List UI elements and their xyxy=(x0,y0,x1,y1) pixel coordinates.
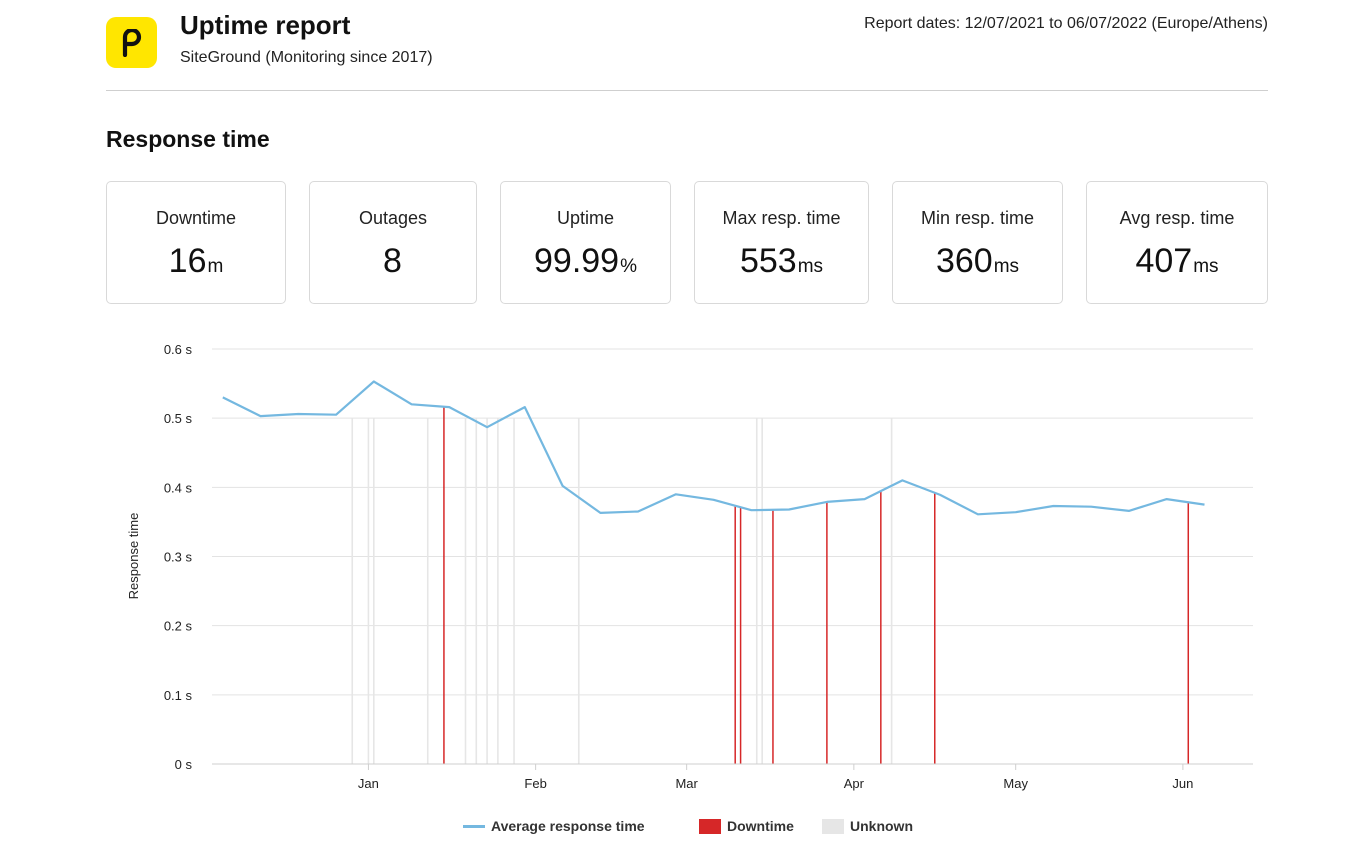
stat-label: Outages xyxy=(358,208,428,228)
y-tick-label: 0.2 s xyxy=(164,619,193,634)
y-tick-label: 0 s xyxy=(175,757,193,772)
x-tick-label: Apr xyxy=(844,776,865,791)
x-tick-label: May xyxy=(1003,776,1028,791)
stat-unit: ms xyxy=(1193,256,1219,277)
stat-label: Downtime xyxy=(155,208,237,228)
legend-label: Unknown xyxy=(850,818,913,834)
header-divider xyxy=(106,90,1268,91)
y-tick-label: 0.1 s xyxy=(164,688,193,703)
stat-number: 99.99 xyxy=(534,242,620,280)
stat-value: 360ms xyxy=(893,242,1062,281)
stat-value: 16m xyxy=(107,242,285,281)
stat-number: 553 xyxy=(739,242,797,280)
stat-card-max-resp: Max resp. time 553ms xyxy=(694,181,869,304)
pingdom-logo xyxy=(106,17,157,68)
stat-card-downtime: Downtime 16m xyxy=(106,181,286,304)
legend-label: Downtime xyxy=(727,818,794,834)
legend-swatch-unknown xyxy=(822,818,844,834)
x-tick-label: Mar xyxy=(675,776,698,791)
stat-card-outages: Outages 8 xyxy=(309,181,477,304)
x-tick-label: Jan xyxy=(358,776,379,791)
stat-value: 8 xyxy=(310,242,476,281)
report-subtitle: SiteGround (Monitoring since 2017) xyxy=(180,49,433,66)
stat-unit: ms xyxy=(797,256,824,277)
legend-item-average[interactable]: Average response time xyxy=(463,818,645,834)
stat-card-min-resp: Min resp. time 360ms xyxy=(892,181,1063,304)
section-title: Response time xyxy=(106,126,270,152)
stat-value: 407ms xyxy=(1087,242,1267,281)
stat-unit: % xyxy=(620,256,637,277)
legend-item-unknown[interactable]: Unknown xyxy=(822,818,913,834)
stat-number: 360 xyxy=(935,242,993,280)
legend-item-downtime[interactable]: Downtime xyxy=(699,818,794,834)
y-tick-label: 0.4 s xyxy=(164,480,193,495)
y-tick-label: 0.6 s xyxy=(164,342,193,357)
stat-label: Uptime xyxy=(556,208,614,228)
report-header: Uptime report SiteGround (Monitoring sin… xyxy=(0,0,1364,92)
stats-cards: Downtime 16m Outages 8 Uptime 99.99% Max… xyxy=(0,181,1364,306)
y-axis-title: Response time xyxy=(126,513,141,600)
stat-value: 99.99% xyxy=(501,242,670,281)
stat-card-uptime: Uptime 99.99% xyxy=(500,181,671,304)
stat-number: 16 xyxy=(168,242,207,280)
legend-swatch-average xyxy=(463,824,485,828)
x-tick-label: Jun xyxy=(1172,776,1193,791)
stat-unit: ms xyxy=(993,256,1020,277)
stat-unit: m xyxy=(207,256,224,277)
x-tick-label: Feb xyxy=(524,776,546,791)
series-line-average-response-time xyxy=(222,380,1205,516)
y-tick-label: 0.5 s xyxy=(164,411,193,426)
pingdom-p-icon xyxy=(122,28,141,57)
stat-card-avg-resp: Avg resp. time 407ms xyxy=(1086,181,1268,304)
report-dates: Report dates: 12/07/2021 to 06/07/2022 (… xyxy=(864,15,1268,32)
stat-number: 407 xyxy=(1135,242,1193,280)
stat-label: Min resp. time xyxy=(920,208,1035,228)
chart-legend: Average response time Downtime Unknown xyxy=(0,812,1364,842)
legend-label: Average response time xyxy=(491,818,645,834)
legend-swatch-downtime xyxy=(699,818,721,834)
stat-label: Avg resp. time xyxy=(1119,208,1235,228)
stat-value: 553ms xyxy=(695,242,868,281)
report-title: Uptime report xyxy=(180,10,351,40)
stat-label: Max resp. time xyxy=(722,208,841,228)
response-time-chart: 0 s 0.1 s 0.2 s 0.3 s 0.4 s 0.5 s 0.6 s Jan Feb M… xyxy=(126,342,1253,791)
stat-number: 8 xyxy=(383,242,402,280)
y-tick-label: 0.3 s xyxy=(164,550,193,565)
